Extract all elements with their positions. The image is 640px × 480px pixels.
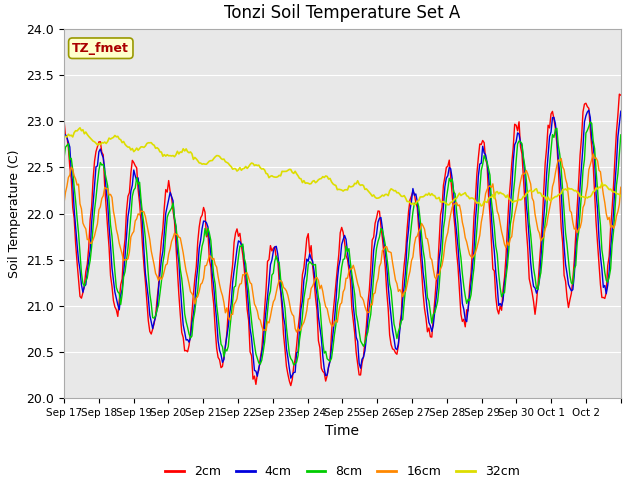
32cm: [81, 131, 88, 137]
Line: 32cm: 32cm: [64, 128, 621, 206]
16cm: [97, 204, 104, 210]
32cm: [477, 203, 485, 209]
2cm: [97, 139, 104, 144]
8cm: [541, 219, 549, 225]
4cm: [617, 108, 625, 114]
8cm: [348, 271, 356, 277]
Line: 2cm: 2cm: [64, 94, 621, 385]
8cm: [60, 156, 68, 161]
32cm: [98, 140, 106, 145]
16cm: [616, 202, 623, 207]
32cm: [458, 192, 466, 197]
Line: 16cm: 16cm: [64, 154, 621, 332]
4cm: [97, 146, 104, 152]
Y-axis label: Soil Temperature (C): Soil Temperature (C): [8, 149, 21, 278]
2cm: [541, 160, 549, 166]
16cm: [617, 184, 625, 190]
2cm: [614, 112, 621, 118]
4cm: [541, 196, 549, 202]
8cm: [97, 160, 104, 166]
32cm: [543, 198, 550, 204]
2cm: [60, 117, 68, 123]
32cm: [617, 193, 625, 199]
32cm: [348, 184, 356, 190]
4cm: [585, 108, 593, 113]
Line: 4cm: 4cm: [64, 110, 621, 378]
4cm: [616, 121, 623, 127]
8cm: [617, 132, 625, 138]
8cm: [79, 281, 87, 287]
8cm: [290, 362, 298, 368]
4cm: [60, 133, 68, 139]
Title: Tonzi Soil Temperature Set A: Tonzi Soil Temperature Set A: [224, 4, 461, 22]
16cm: [458, 219, 466, 225]
X-axis label: Time: Time: [325, 424, 360, 438]
Line: 8cm: 8cm: [64, 122, 621, 365]
8cm: [616, 152, 623, 157]
16cm: [79, 220, 87, 226]
2cm: [348, 305, 356, 311]
16cm: [589, 151, 597, 157]
8cm: [458, 271, 466, 276]
4cm: [348, 277, 356, 283]
2cm: [287, 383, 294, 388]
16cm: [348, 266, 356, 272]
Text: TZ_fmet: TZ_fmet: [72, 42, 129, 55]
16cm: [541, 226, 549, 231]
16cm: [60, 201, 68, 206]
4cm: [458, 300, 466, 306]
32cm: [76, 125, 84, 131]
4cm: [79, 289, 87, 295]
2cm: [79, 290, 87, 296]
2cm: [616, 91, 623, 97]
32cm: [60, 134, 68, 140]
16cm: [292, 329, 300, 335]
4cm: [287, 375, 294, 381]
2cm: [617, 92, 625, 98]
8cm: [586, 119, 594, 125]
2cm: [458, 319, 466, 324]
Legend: 2cm, 4cm, 8cm, 16cm, 32cm: 2cm, 4cm, 8cm, 16cm, 32cm: [160, 460, 525, 480]
32cm: [616, 192, 623, 197]
